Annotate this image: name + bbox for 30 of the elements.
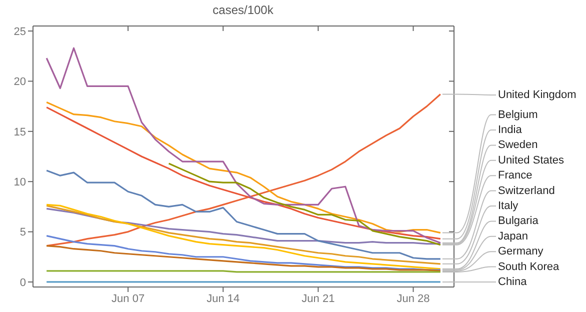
text: Bulgaria [498, 215, 540, 228]
text: France [498, 170, 532, 182]
y-tick-label: 20 [14, 76, 26, 88]
line-series [46, 208, 442, 245]
text: South Korea [498, 260, 560, 273]
y-tick-label: 25 [14, 26, 26, 38]
y-tick-label: 5 [20, 226, 26, 239]
line-series [46, 235, 442, 271]
line-series [46, 245, 442, 272]
x-tick-label: Jun 21 [302, 292, 335, 305]
line-series [168, 162, 442, 246]
text: Switzerland [498, 184, 555, 197]
text: Italy [498, 200, 519, 212]
x-tick-label: Jun 07 [112, 292, 145, 305]
text: United States [498, 154, 565, 166]
y-tick-label: 15 [14, 126, 26, 138]
text: China [498, 276, 528, 288]
text: Japan [498, 230, 528, 242]
x-tick-label: Jun 14 [206, 292, 240, 305]
text: Sweden [498, 139, 538, 152]
text: Belgium [498, 108, 538, 121]
line-series [46, 47, 442, 244]
text: India [498, 124, 523, 136]
x-tick-label: Jun 28 [396, 292, 430, 305]
y-tick-label: 0 [20, 276, 26, 289]
text: United Kingdom [498, 89, 576, 101]
chart-title: cases/100k [212, 3, 274, 17]
y-tick-label: 10 [14, 176, 26, 188]
line-series [46, 170, 442, 260]
text: Germany [498, 246, 544, 258]
